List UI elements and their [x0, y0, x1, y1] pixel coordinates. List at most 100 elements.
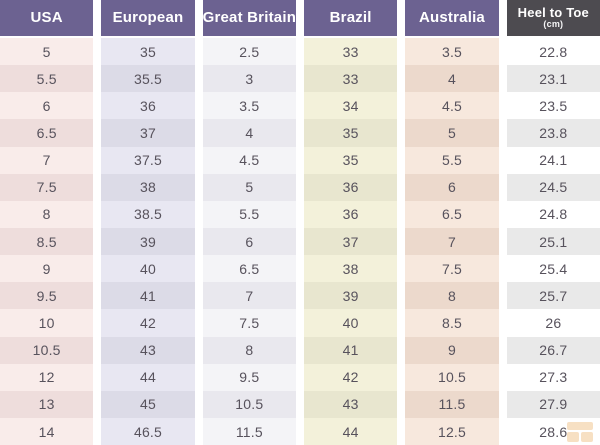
- cell-european-row5: 37.5: [101, 146, 195, 174]
- cell-usa-row5: 7: [0, 146, 94, 174]
- cell-european-row2: 35.5: [101, 65, 195, 93]
- cell-australia-row14: 11.5: [405, 390, 499, 418]
- cell-great-britain-row13: 9.5: [202, 363, 296, 391]
- cell-australia-row1: 3.5: [405, 38, 499, 66]
- cell-usa-row10: 9.5: [0, 282, 94, 310]
- cell-usa-row9: 9: [0, 255, 94, 283]
- cell-usa-row8: 8.5: [0, 227, 94, 256]
- cell-great-britain-row3: 3.5: [202, 92, 296, 120]
- column-great-britain: Great Britain 2.5 3 3.5 4 4.5 5 5.5 6 6.5 7 7.5 8 9.5…: [203, 0, 296, 445]
- cell-usa-row2: 5.5: [0, 65, 94, 93]
- column-header-label: Heel to Toe: [517, 5, 589, 21]
- cell-brazil-row13: 42: [304, 363, 398, 391]
- cell-heel-to-toe-row7: 24.8: [506, 200, 600, 228]
- cell-great-britain-row14: 10.5: [202, 390, 296, 418]
- cell-heel-to-toe-row12: 26.7: [506, 336, 600, 364]
- cell-european-row14: 45: [101, 390, 195, 418]
- cell-heel-to-toe-row15: 28.6: [506, 417, 600, 445]
- cell-usa-row4: 6.5: [0, 119, 94, 147]
- cell-european-row7: 38.5: [101, 200, 195, 228]
- cell-great-britain-row8: 6: [202, 227, 296, 256]
- cell-great-britain-row9: 6.5: [202, 255, 296, 283]
- cell-brazil-row1: 33: [304, 38, 398, 66]
- cell-australia-row3: 4.5: [405, 92, 499, 120]
- cell-usa-row11: 10: [0, 309, 94, 337]
- cell-great-britain-row4: 4: [202, 119, 296, 147]
- cell-heel-to-toe-row9: 25.4: [506, 255, 600, 283]
- cell-great-britain-row11: 7.5: [202, 309, 296, 337]
- cell-heel-to-toe-row2: 23.1: [506, 65, 600, 93]
- cell-brazil-row10: 39: [304, 282, 398, 310]
- column-header-label: Great Britain: [202, 9, 297, 27]
- cell-great-britain-row2: 3: [202, 65, 296, 93]
- cell-brazil-row5: 35: [304, 146, 398, 174]
- column-header-label: Brazil: [329, 9, 372, 27]
- cell-european-row1: 35: [101, 38, 195, 66]
- cell-australia-row11: 8.5: [405, 309, 499, 337]
- cell-european-row9: 40: [101, 255, 195, 283]
- cell-great-britain-row10: 7: [202, 282, 296, 310]
- cell-great-britain-row5: 4.5: [202, 146, 296, 174]
- cell-australia-row7: 6.5: [405, 200, 499, 228]
- cell-australia-row9: 7.5: [405, 255, 499, 283]
- column-header-label: European: [112, 9, 184, 27]
- cell-brazil-row15: 44: [304, 417, 398, 445]
- cell-heel-to-toe-row8: 25.1: [506, 227, 600, 256]
- cell-european-row13: 44: [101, 363, 195, 391]
- column-header-label: Australia: [418, 9, 485, 27]
- cell-australia-row5: 5.5: [405, 146, 499, 174]
- cell-great-britain-row12: 8: [202, 336, 296, 364]
- cell-heel-to-toe-row1: 22.8: [506, 38, 600, 66]
- cell-australia-row8: 7: [405, 227, 499, 256]
- cell-usa-row13: 12: [0, 363, 94, 391]
- cell-european-row11: 42: [101, 309, 195, 337]
- column-header-sublabel: (cm): [543, 19, 564, 30]
- cell-brazil-row7: 36: [304, 200, 398, 228]
- column-header-european: European: [101, 0, 195, 36]
- cell-great-britain-row6: 5: [202, 173, 296, 201]
- cell-heel-to-toe-row4: 23.8: [506, 119, 600, 147]
- cell-brazil-row4: 35: [304, 119, 398, 147]
- cell-brazil-row8: 37: [304, 227, 398, 256]
- cell-brazil-row12: 41: [304, 336, 398, 364]
- column-european: European 35 35.5 36 37 37.5 38 38.5 39 40 41 42 43 44…: [101, 0, 195, 445]
- column-brazil: Brazil 33 33 34 35 35 36 36 37 38 39 40 41 42 43 44: [304, 0, 398, 445]
- cell-heel-to-toe-row3: 23.5: [506, 92, 600, 120]
- cell-australia-row12: 9: [405, 336, 499, 364]
- cell-european-row15: 46.5: [101, 417, 195, 445]
- cell-heel-to-toe-row14: 27.9: [506, 390, 600, 418]
- cell-european-row4: 37: [101, 119, 195, 147]
- cell-heel-to-toe-row5: 24.1: [506, 146, 600, 174]
- column-usa: USA 5 5.5 6 6.5 7 7.5 8 8.5 9 9.5 10 10.5 12 13 14: [0, 0, 94, 445]
- cell-european-row8: 39: [101, 227, 195, 256]
- cell-australia-row15: 12.5: [405, 417, 499, 445]
- cell-australia-row2: 4: [405, 65, 499, 93]
- cell-usa-row15: 14: [0, 417, 94, 445]
- column-header-label: USA: [30, 9, 63, 27]
- column-header-usa: USA: [0, 0, 94, 36]
- cell-usa-row6: 7.5: [0, 173, 94, 201]
- cell-australia-row6: 6: [405, 173, 499, 201]
- cell-australia-row10: 8: [405, 282, 499, 310]
- cell-usa-row12: 10.5: [0, 336, 94, 364]
- cell-brazil-row9: 38: [304, 255, 398, 283]
- cell-australia-row4: 5: [405, 119, 499, 147]
- cell-great-britain-row7: 5.5: [202, 200, 296, 228]
- column-header-great-britain: Great Britain: [203, 0, 296, 36]
- cell-european-row3: 36: [101, 92, 195, 120]
- cell-heel-to-toe-row10: 25.7: [506, 282, 600, 310]
- column-header-australia: Australia: [405, 0, 499, 36]
- cell-heel-to-toe-row6: 24.5: [506, 173, 600, 201]
- cell-heel-to-toe-row13: 27.3: [506, 363, 600, 391]
- cell-european-row12: 43: [101, 336, 195, 364]
- cell-usa-row14: 13: [0, 390, 94, 418]
- cell-brazil-row2: 33: [304, 65, 398, 93]
- cell-european-row10: 41: [101, 282, 195, 310]
- cell-brazil-row14: 43: [304, 390, 398, 418]
- cell-brazil-row11: 40: [304, 309, 398, 337]
- column-heel-to-toe: Heel to Toe (cm) 22.8 23.1 23.5 23.8 24.1 24.5 2…: [506, 0, 600, 445]
- cell-australia-row13: 10.5: [405, 363, 499, 391]
- cell-european-row6: 38: [101, 173, 195, 201]
